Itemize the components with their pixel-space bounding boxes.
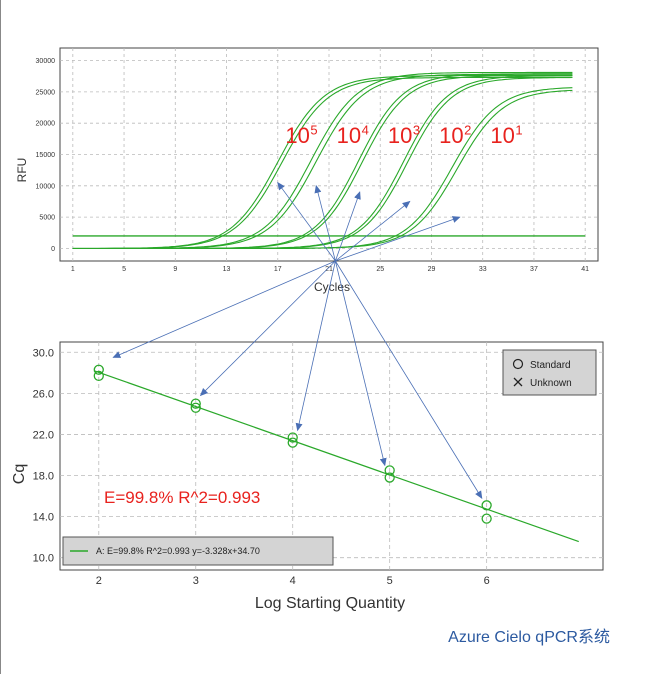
fit-line [93, 370, 579, 543]
std-y-tick-label: 30.0 [33, 347, 54, 359]
amp-y-axis-label: RFU [15, 158, 29, 183]
std-x-tick-label: 4 [290, 575, 296, 587]
efficiency-text: E=99.8% R^2=0.993 [104, 488, 260, 507]
amp-y-tick-label: 30000 [36, 58, 56, 65]
amp-x-tick-label: 21 [325, 266, 333, 273]
amp-y-tick-label: 20000 [36, 121, 56, 128]
standard-point [93, 364, 104, 375]
concentration-exponent: 4 [362, 122, 369, 137]
concentration-exponent: 1 [515, 122, 522, 137]
legend-fit: A: E=99.8% R^2=0.993 y=-3.328x+34.70 [96, 546, 260, 556]
std-y-tick-label: 22.0 [33, 429, 54, 441]
annotation-arrow [295, 260, 336, 432]
std-x-ticks: 2 3 4 5 6 [96, 575, 490, 587]
amp-x-axis-label: Cycles [314, 280, 350, 294]
legend-unknown: Unknown [530, 378, 572, 389]
concentration-label: 10 [388, 123, 412, 148]
amplification-curve [72, 89, 573, 250]
standard-point [481, 513, 492, 524]
amp-plot-area [59, 47, 599, 262]
annotation-arrow [199, 260, 336, 397]
annotation-arrow [314, 184, 336, 262]
std-y-axis-label: Cq [11, 464, 28, 484]
amp-y-ticks: 0 5000 10000 15000 20000 25000 30000 [36, 58, 56, 253]
std-y-tick-label: 18.0 [33, 471, 54, 483]
standard-point [384, 472, 395, 483]
amp-x-tick-label: 33 [479, 266, 487, 273]
standard-point [287, 437, 298, 448]
amp-x-tick-label: 9 [173, 266, 177, 273]
concentration-exponent: 2 [464, 122, 471, 137]
unknown-marker-icon [513, 377, 523, 387]
standard-point [93, 370, 104, 382]
concentration-label: 10 [285, 123, 309, 148]
standard-curve-chart: 2 3 4 5 6 10.0 14.0 18.0 22.0 26.0 30.0 E=99.8% R… [11, 341, 604, 612]
amp-y-tick-label: 0 [51, 246, 55, 253]
std-points [93, 364, 492, 524]
std-y-tick-label: 26.0 [33, 388, 54, 400]
standard-point [481, 500, 492, 511]
amp-x-tick-label: 5 [122, 266, 126, 273]
amplification-chart: 1 5 9 13 17 21 25 29 33 37 41 05000100001500020000… [15, 47, 599, 294]
amp-x-tick-label: 1 [71, 266, 75, 273]
annotation-arrow [335, 191, 361, 262]
concentration-exponent: 3 [413, 122, 420, 137]
annotation-arrow [335, 200, 411, 262]
annotation-arrow [335, 260, 483, 499]
amp-x-tick-label: 37 [530, 266, 538, 273]
standard-point [287, 432, 298, 443]
concentration-label: 10 [490, 123, 514, 148]
amp-y-tick-label: 15000 [36, 152, 56, 159]
concentration-label: 10 [337, 123, 361, 148]
annotation-arrow [277, 181, 336, 262]
std-y-tick-label: 10.0 [33, 553, 54, 565]
standard-point [190, 402, 201, 413]
amp-x-ticks: 1 5 9 13 17 21 25 29 33 37 41 [71, 266, 589, 273]
amp-y-tick-label: 10000 [36, 183, 56, 190]
concentration-label: 10 [439, 123, 463, 148]
amp-y-tick-label: 5000 [39, 215, 55, 222]
marker-legend: Standard Unknown [502, 349, 597, 396]
std-x-tick-label: 2 [96, 575, 102, 587]
annotation-arrow [335, 260, 387, 467]
amp-x-tick-label: 13 [223, 266, 231, 273]
annotation-arrow [335, 216, 461, 262]
amp-x-tick-label: 25 [376, 266, 384, 273]
std-x-tick-label: 5 [387, 575, 393, 587]
std-y-tick-label: 14.0 [33, 512, 54, 524]
fit-legend: A: E=99.8% R^2=0.993 y=-3.328x+34.70 [62, 536, 334, 566]
annotation-arrows [112, 181, 483, 499]
annotation-arrow [112, 260, 336, 358]
amp-y-tick-label: 25000 [36, 89, 56, 96]
legend-standard: Standard [530, 360, 571, 371]
amp-x-tick-label: 41 [581, 266, 589, 273]
amp-x-tick-label: 29 [428, 266, 436, 273]
standard-marker-icon [512, 358, 524, 370]
std-x-tick-label: 6 [484, 575, 490, 587]
std-y-ticks: 10.0 14.0 18.0 22.0 26.0 30.0 [33, 347, 54, 564]
standard-point [384, 465, 395, 476]
caption: Azure Cielo qPCR系统 [448, 628, 610, 646]
std-x-tick-label: 3 [193, 575, 199, 587]
std-x-axis-label: Log Starting Quantity [255, 595, 405, 612]
standard-point [190, 398, 201, 409]
concentration-labels: 10 5 10 4 10 3 10 2 10 1 [285, 122, 522, 148]
amp-x-tick-label: 17 [274, 266, 282, 273]
concentration-exponent: 5 [310, 122, 317, 137]
